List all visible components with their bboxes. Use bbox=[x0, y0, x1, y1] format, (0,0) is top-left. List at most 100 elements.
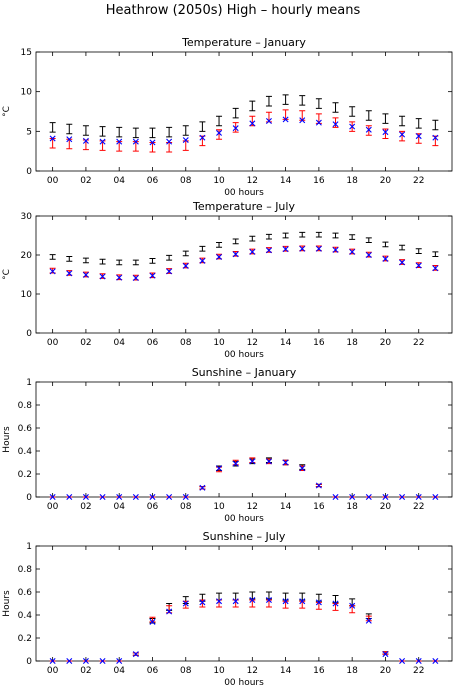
chart-panel: Temperature – January 00 hours °C 0 5 10 15 00 0… bbox=[2, 36, 453, 198]
y-tick-label: 0 bbox=[26, 493, 32, 503]
data-point-x-marker bbox=[282, 598, 289, 605]
data-point-x-marker bbox=[216, 465, 223, 472]
x-tick-label: 00 bbox=[47, 176, 59, 186]
y-tick-label: 0 bbox=[26, 657, 32, 667]
x-tick-label: 06 bbox=[147, 176, 159, 186]
data-point-errorbar bbox=[332, 603, 339, 611]
data-point-x-marker bbox=[399, 259, 406, 266]
data-point-x-marker bbox=[49, 658, 56, 664]
data-point-x-marker bbox=[299, 245, 306, 252]
data-point-errorbar bbox=[332, 594, 339, 603]
data-point-x-marker bbox=[432, 658, 439, 664]
data-point-x-marker bbox=[232, 460, 239, 467]
y-tick-label: 0.6 bbox=[18, 424, 33, 434]
panel-title: Temperature – July bbox=[192, 200, 295, 213]
data-point-errorbar bbox=[66, 256, 73, 262]
data-point-x-marker bbox=[232, 251, 239, 258]
data-point-x-marker bbox=[66, 658, 73, 664]
data-point-x-marker bbox=[82, 271, 89, 278]
x-tick-label: 08 bbox=[180, 338, 192, 348]
data-point-errorbar bbox=[82, 125, 89, 136]
data-point-x-marker bbox=[349, 123, 356, 130]
x-tick-label: 18 bbox=[346, 176, 358, 186]
x-tick-label: 06 bbox=[147, 338, 159, 348]
x-tick-label: 16 bbox=[313, 338, 325, 348]
data-point-x-marker bbox=[265, 458, 272, 465]
data-point-x-marker bbox=[349, 602, 356, 609]
plot-area bbox=[35, 51, 453, 172]
data-point-errorbar bbox=[82, 139, 89, 151]
data-point-x-marker bbox=[116, 274, 123, 281]
data-point-errorbar bbox=[182, 125, 189, 136]
data-point-x-marker bbox=[182, 262, 189, 269]
data-point-x-marker bbox=[349, 494, 356, 500]
data-point-errorbar bbox=[149, 258, 156, 264]
data-point-x-marker bbox=[232, 598, 239, 605]
data-point-x-marker bbox=[432, 265, 439, 272]
data-point-errorbar bbox=[265, 95, 272, 107]
x-tick-label: 22 bbox=[413, 176, 424, 186]
data-point-errorbar bbox=[282, 232, 289, 239]
x-tick-label: 02 bbox=[80, 502, 91, 512]
data-point-x-marker bbox=[149, 139, 156, 146]
data-point-errorbar bbox=[415, 118, 422, 129]
data-point-errorbar bbox=[166, 254, 173, 261]
data-point-errorbar bbox=[49, 122, 56, 133]
data-point-x-marker bbox=[66, 270, 73, 277]
data-point-errorbar bbox=[315, 113, 322, 124]
data-point-x-marker bbox=[132, 138, 139, 145]
data-point-errorbar bbox=[365, 237, 372, 244]
data-point-x-marker bbox=[315, 119, 322, 126]
data-point-errorbar bbox=[432, 119, 439, 131]
data-point-errorbar bbox=[249, 100, 256, 112]
data-point-errorbar bbox=[216, 115, 223, 127]
data-point-errorbar bbox=[49, 254, 56, 260]
data-point-x-marker bbox=[182, 494, 189, 500]
data-point-x-marker bbox=[382, 651, 389, 658]
data-point-x-marker bbox=[299, 598, 306, 605]
x-tick-label: 20 bbox=[380, 338, 392, 348]
x-tick-label: 10 bbox=[213, 338, 225, 348]
data-point-errorbar bbox=[315, 231, 322, 238]
x-tick-label: 08 bbox=[180, 502, 192, 512]
data-point-x-marker bbox=[399, 658, 406, 664]
data-point-x-marker bbox=[82, 494, 89, 500]
x-tick-label: 14 bbox=[280, 338, 292, 348]
data-point-errorbar bbox=[432, 251, 439, 258]
series-3 bbox=[49, 245, 439, 281]
data-point-x-marker bbox=[265, 118, 272, 125]
x-tick-label: 08 bbox=[180, 176, 192, 186]
data-point-errorbar bbox=[282, 600, 289, 609]
data-point-x-marker bbox=[382, 129, 389, 136]
y-tick-label: 5 bbox=[26, 127, 32, 137]
data-point-x-marker bbox=[149, 618, 156, 625]
data-point-errorbar bbox=[332, 232, 339, 239]
data-point-errorbar bbox=[299, 95, 306, 106]
data-point-errorbar bbox=[216, 242, 223, 248]
x-tick-label: 14 bbox=[280, 666, 292, 676]
x-tick-label: 16 bbox=[313, 176, 325, 186]
data-point-x-marker bbox=[82, 658, 89, 664]
data-point-x-marker bbox=[299, 117, 306, 124]
data-point-errorbar bbox=[149, 127, 156, 139]
x-axis-label: 00 hours bbox=[224, 514, 264, 524]
x-tick-label: 22 bbox=[413, 502, 424, 512]
data-point-x-marker bbox=[265, 597, 272, 604]
data-point-errorbar bbox=[265, 599, 272, 608]
data-point-errorbar bbox=[132, 127, 139, 139]
data-point-x-marker bbox=[166, 138, 173, 145]
data-point-errorbar bbox=[249, 235, 256, 242]
data-point-x-marker bbox=[315, 482, 322, 489]
x-tick-label: 18 bbox=[346, 502, 358, 512]
y-tick-label: 0.2 bbox=[18, 634, 32, 644]
panel-title: Sunshine – January bbox=[192, 366, 297, 379]
plot-area bbox=[35, 215, 453, 334]
data-point-errorbar bbox=[349, 106, 356, 117]
x-tick-label: 20 bbox=[380, 176, 392, 186]
panel-title: Sunshine – July bbox=[203, 530, 286, 543]
data-point-x-marker bbox=[132, 494, 139, 500]
x-tick-label: 16 bbox=[313, 502, 325, 512]
data-point-x-marker bbox=[315, 245, 322, 252]
data-point-x-marker bbox=[249, 597, 256, 604]
